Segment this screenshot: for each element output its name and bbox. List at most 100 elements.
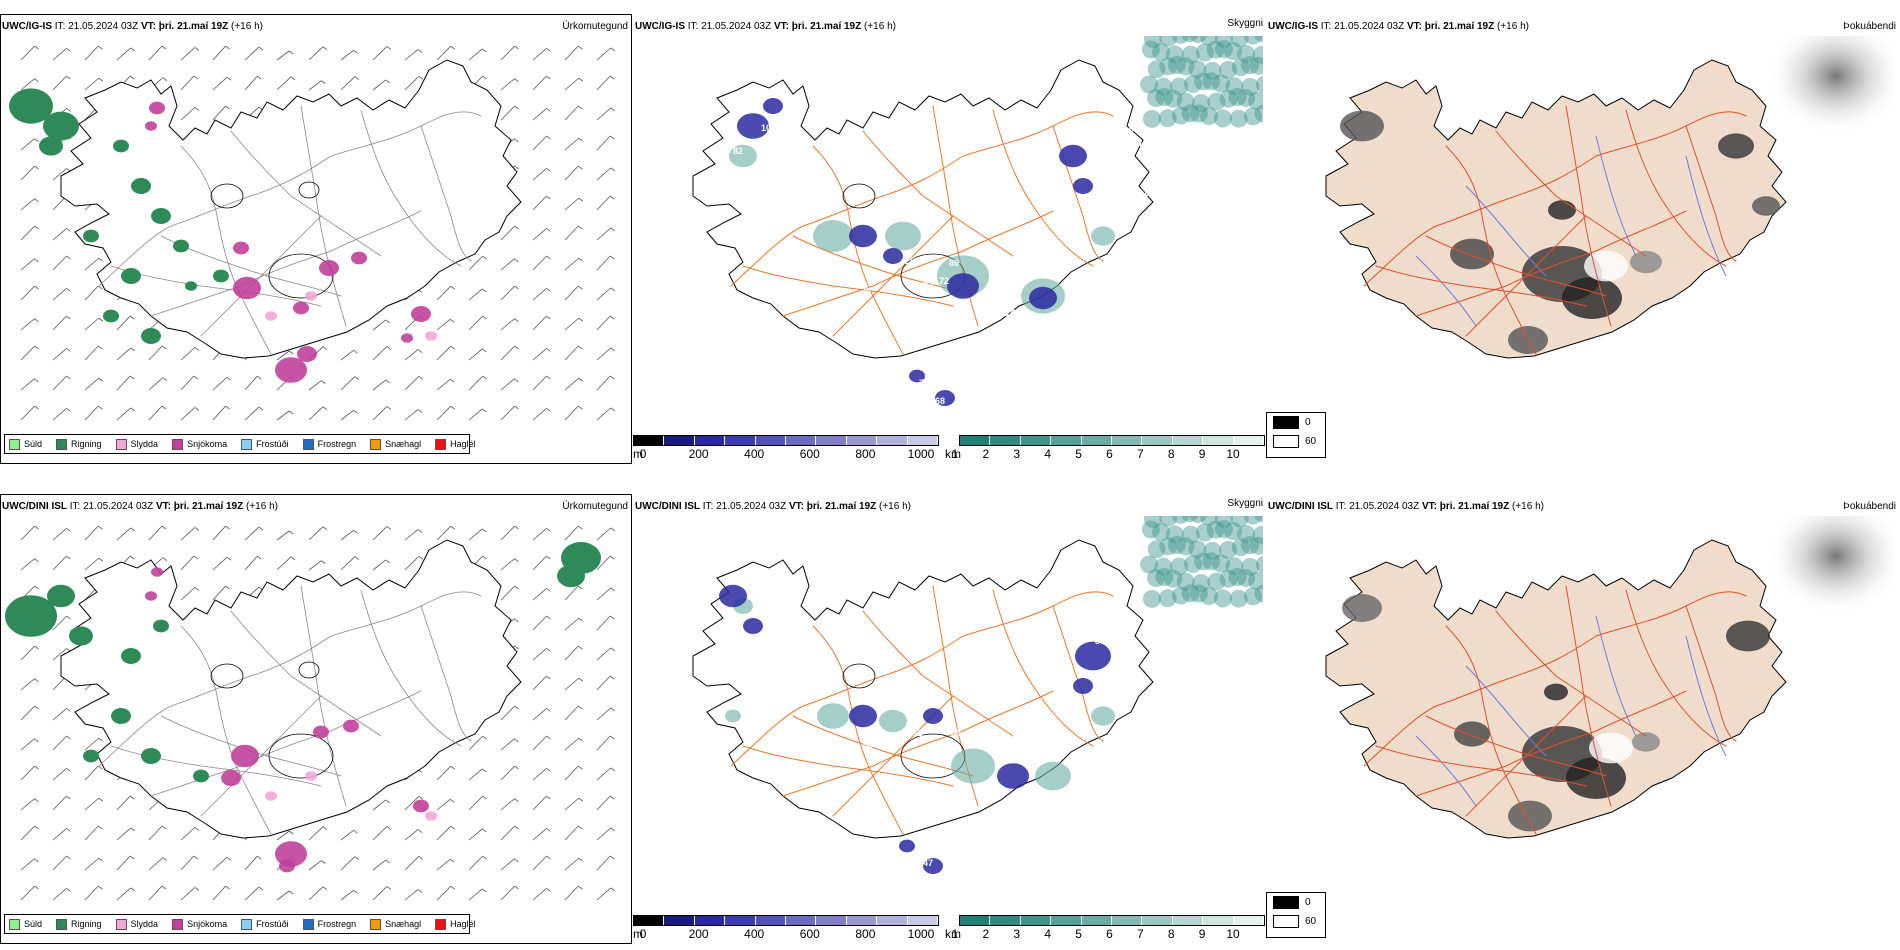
colorbar-cell: [786, 916, 817, 925]
colorbar-cell: [1203, 916, 1234, 925]
precip-type-panel-2: UWC/DINI ISL IT: 21.05.2024 03Z VT: þri.…: [0, 494, 632, 944]
colorbar-cell: [990, 916, 1021, 925]
colorbar-cells: [633, 915, 939, 926]
cloudbase-value-label: 42: [929, 838, 939, 848]
colorbar-cell: [1142, 916, 1173, 925]
fog-legend-swatch: [1273, 435, 1299, 448]
colorbar-tick: 1: [951, 447, 959, 461]
legend-item: Snjókoma: [172, 438, 228, 450]
colorbar-tick: 6: [1106, 927, 1113, 941]
colorbar-tick: 10: [1226, 447, 1240, 461]
colorbar-cell: [1112, 916, 1143, 925]
legend-swatch: [9, 918, 20, 930]
legend-item: Slydda: [115, 438, 158, 450]
fog-legend: 0 60: [1266, 412, 1326, 458]
fog-legend-item: 0: [1267, 413, 1325, 432]
legend-swatch: [56, 918, 68, 930]
cloudbase-value-label: 89: [1095, 636, 1105, 646]
colorbar-cell: [755, 436, 787, 445]
legend-swatch: [115, 918, 127, 930]
precip-type-panel-1: UWC/IG-IS IT: 21.05.2024 03Z VT: þri. 21…: [0, 14, 632, 464]
colorbar-cell: [725, 916, 756, 925]
cloudbase-value-label: 82: [733, 146, 743, 156]
low-visibility-region: [1140, 516, 1263, 608]
fog-map: [1325, 36, 1896, 359]
panel-title: Skyggni: [1227, 18, 1263, 29]
legend-swatch: [172, 438, 184, 450]
cloudbase-map: 100 11 85 58 60 89 82 62 10 84 42 47 68: [692, 516, 1263, 874]
panel-header: UWC/DINI ISL IT: 21.05.2024 03Z VT: þri.…: [1268, 501, 1544, 512]
legend-item: Rigning: [56, 918, 102, 930]
fog-legend: 0 60: [1266, 892, 1326, 938]
cloudbase-value-label: 60: [1101, 620, 1111, 630]
panel-header: UWC/IG-IS IT: 21.05.2024 03Z VT: þri. 21…: [635, 21, 896, 32]
legend-item: Frostregn: [302, 438, 356, 450]
colorbar-tick: 9: [1198, 447, 1206, 461]
panel-title: Úrkomutegund: [562, 501, 628, 512]
cloudbase-colorbar: m 0 200 400 600 800 1000: [633, 435, 939, 461]
colorbar-cell: [1203, 436, 1234, 445]
colorbar-cell: [846, 436, 878, 445]
colorbar-cell: [1142, 436, 1173, 445]
fog-legend-item: 60: [1267, 432, 1325, 451]
legend-swatch: [172, 918, 184, 930]
legend-item: Snæhagl: [370, 438, 421, 450]
colorbar-cells: [959, 435, 1265, 446]
legend-label: Snjókoma: [187, 439, 228, 449]
colorbar-unit: km: [945, 927, 961, 941]
legend-label: Rigning: [71, 919, 102, 929]
visibility-colorbar: km 1 2 3 4 5 6 7 8 9 10: [945, 435, 1265, 461]
cloudbase-panel-2: UWC/DINI ISL IT: 21.05.2024 03Z VT: þri.…: [633, 494, 1265, 944]
colorbar-cell: [1172, 916, 1204, 925]
colorbar-tick: 6: [1106, 447, 1113, 461]
legend-item: Snæhagl: [370, 918, 422, 930]
colorbar-tick: 10: [1226, 927, 1240, 941]
legend-swatch: [370, 438, 382, 450]
colorbar-cell: [877, 436, 908, 445]
colorbar-tick: 0: [639, 927, 647, 941]
cloudbase-value-label: 79: [919, 378, 929, 388]
low-visibility-region: [1140, 36, 1263, 128]
cloudbase-value-label: 49: [915, 396, 925, 406]
model-name: UWC/DINI ISL: [2, 501, 67, 512]
colorbar-tick: 3: [1013, 447, 1021, 461]
legend-label: Haglél: [450, 439, 476, 449]
cloudbase-panel-1: UWC/IG-IS IT: 21.05.2024 03Z VT: þri. 21…: [633, 14, 1265, 464]
colorbar-cell: [1172, 436, 1204, 445]
legend-label: Frostúði: [256, 439, 289, 449]
legend-item: Snjókoma: [172, 918, 227, 930]
colorbar-cells: [959, 915, 1265, 926]
colorbar-tick: 5: [1075, 447, 1082, 461]
colorbar-tick: 4: [1044, 927, 1051, 941]
panel-title: Úrkomutegund: [562, 21, 628, 32]
colorbar-cell: [907, 916, 939, 925]
fog-legend-label: 0: [1305, 417, 1311, 428]
cloudbase-value-label: 82: [1119, 622, 1129, 632]
colorbar-cell: [634, 436, 665, 445]
panel-header: UWC/IG-IS IT: 21.05.2024 03Z VT: þri. 21…: [2, 21, 263, 32]
cloudbase-value-label: 74: [931, 308, 941, 318]
colorbar-tick: 3: [1013, 927, 1021, 941]
legend-item: Haglél: [435, 438, 476, 450]
colorbar-cell: [694, 436, 726, 445]
colorbar-tick: 1000: [907, 927, 935, 941]
colorbar-cell: [694, 916, 726, 925]
colorbar-cell: [1233, 916, 1265, 925]
fog-legend-label: 60: [1305, 436, 1317, 447]
legend-swatch: [435, 918, 447, 930]
legend-label: Snæhagl: [385, 919, 422, 929]
colorbar-cell: [755, 916, 787, 925]
cloudbase-value-label: 10: [1053, 808, 1063, 818]
panel-header: UWC/DINI ISL IT: 21.05.2024 03Z VT: þri.…: [2, 501, 278, 512]
fog-legend-swatch: [1273, 896, 1299, 909]
fog-legend-item: 0: [1267, 893, 1325, 912]
colorbar-cell: [725, 436, 756, 445]
colorbar-cell: [960, 436, 991, 445]
model-name: UWC/IG-IS: [2, 21, 52, 32]
legend-item: Haglél: [435, 918, 476, 930]
legend-label: Súld: [24, 919, 43, 929]
legend-item: Frostúði: [241, 438, 289, 450]
fog-panel-1: UWC/IG-IS IT: 21.05.2024 03Z VT: þri. 21…: [1266, 14, 1900, 464]
colorbar-cell: [634, 916, 665, 925]
colorbar-cell: [877, 916, 908, 925]
